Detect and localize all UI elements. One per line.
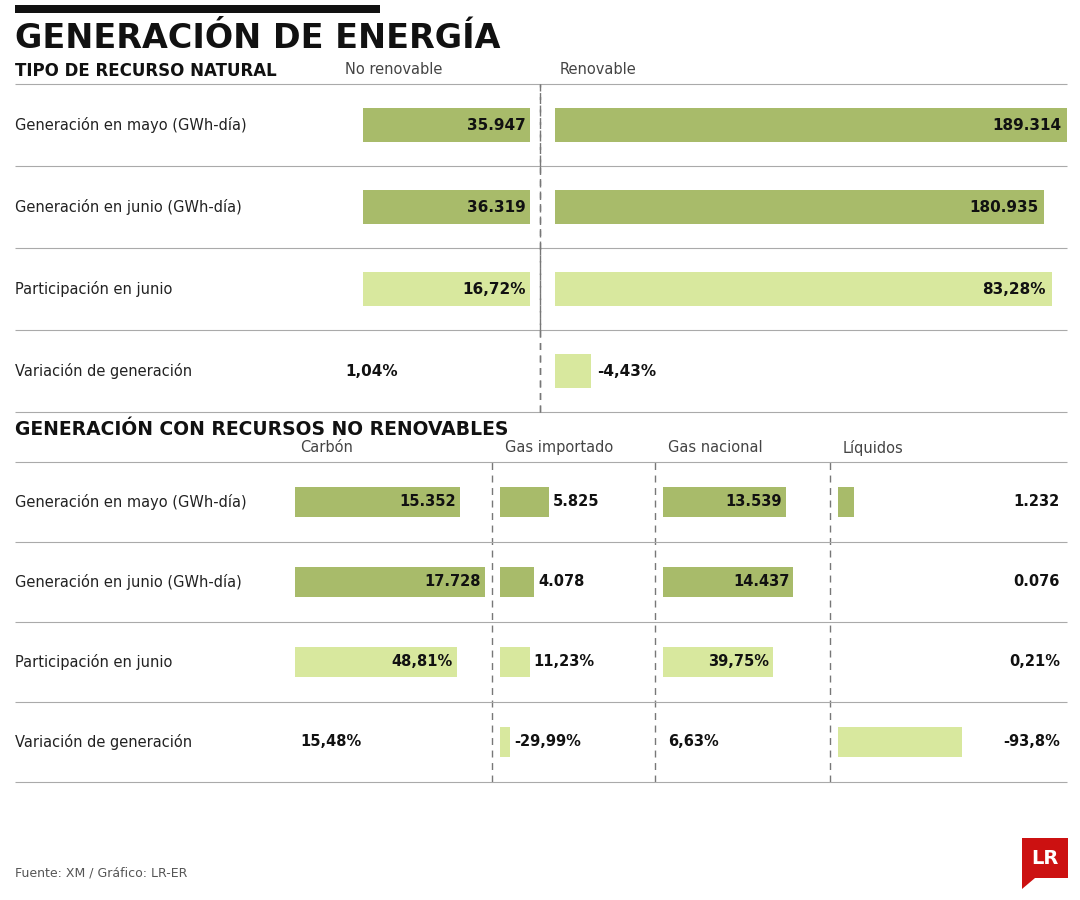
Text: No renovable: No renovable: [345, 62, 443, 77]
Text: 48,81%: 48,81%: [391, 654, 453, 670]
Text: Carbón: Carbón: [300, 440, 353, 455]
Bar: [363, 108, 530, 142]
Bar: [295, 487, 460, 517]
Text: Generación en mayo (GWh-día): Generación en mayo (GWh-día): [15, 494, 246, 510]
Text: Generación en junio (GWh-día): Generación en junio (GWh-día): [15, 199, 242, 215]
Text: Gas importado: Gas importado: [505, 440, 613, 455]
Bar: [363, 272, 530, 306]
Text: Participación en junio: Participación en junio: [15, 654, 173, 670]
Text: 83,28%: 83,28%: [982, 282, 1045, 296]
Text: 4.078: 4.078: [538, 574, 584, 590]
Text: Variación de generación: Variación de generación: [15, 734, 192, 750]
Text: -93,8%: -93,8%: [1003, 734, 1059, 750]
Text: Generación en mayo (GWh-día): Generación en mayo (GWh-día): [15, 117, 246, 133]
Bar: [295, 647, 457, 677]
Polygon shape: [1022, 878, 1035, 889]
Text: Participación en junio: Participación en junio: [15, 281, 173, 297]
Text: 0,21%: 0,21%: [1009, 654, 1059, 670]
Text: Renovable: Renovable: [561, 62, 637, 77]
Bar: [838, 727, 962, 757]
Bar: [663, 487, 786, 517]
Text: 5.825: 5.825: [553, 494, 599, 509]
Bar: [500, 487, 549, 517]
Text: 15.352: 15.352: [400, 494, 457, 509]
Bar: [555, 108, 1067, 142]
Text: LR: LR: [1031, 849, 1058, 868]
Text: 39,75%: 39,75%: [708, 654, 769, 670]
Text: 1,04%: 1,04%: [345, 364, 397, 379]
Text: 35.947: 35.947: [468, 118, 526, 132]
Text: -29,99%: -29,99%: [514, 734, 581, 750]
Text: 13.539: 13.539: [726, 494, 782, 509]
Bar: [663, 647, 773, 677]
Text: 16,72%: 16,72%: [462, 282, 526, 296]
Text: 180.935: 180.935: [969, 200, 1039, 214]
Bar: [555, 354, 591, 388]
Text: GENERACIÓN DE ENERGÍA: GENERACIÓN DE ENERGÍA: [15, 22, 500, 55]
Text: -4,43%: -4,43%: [597, 364, 656, 379]
Text: 6,63%: 6,63%: [669, 734, 719, 750]
Bar: [500, 567, 534, 597]
Text: 17.728: 17.728: [424, 574, 481, 590]
Text: Generación en junio (GWh-día): Generación en junio (GWh-día): [15, 574, 242, 590]
Text: Líquidos: Líquidos: [843, 440, 904, 456]
Bar: [500, 647, 529, 677]
Text: 15,48%: 15,48%: [300, 734, 361, 750]
Bar: [555, 272, 1052, 306]
Bar: [555, 190, 1044, 224]
Text: 11,23%: 11,23%: [534, 654, 595, 670]
Bar: [363, 190, 530, 224]
Text: 0.076: 0.076: [1014, 574, 1059, 590]
Bar: [838, 487, 854, 517]
Text: TIPO DE RECURSO NATURAL: TIPO DE RECURSO NATURAL: [15, 62, 276, 80]
Text: Fuente: XM / Gráfico: LR-ER: Fuente: XM / Gráfico: LR-ER: [15, 867, 187, 880]
Bar: [663, 567, 794, 597]
Bar: [15, 5, 380, 13]
Bar: [295, 567, 485, 597]
Text: 189.314: 189.314: [991, 118, 1061, 132]
Text: 1.232: 1.232: [1014, 494, 1059, 509]
Bar: [1022, 838, 1068, 878]
Text: Variación de generación: Variación de generación: [15, 363, 192, 379]
Bar: [500, 727, 511, 757]
Text: 14.437: 14.437: [733, 574, 789, 590]
Text: Gas nacional: Gas nacional: [669, 440, 762, 455]
Text: GENERACIÓN CON RECURSOS NO RENOVABLES: GENERACIÓN CON RECURSOS NO RENOVABLES: [15, 420, 509, 439]
Text: 36.319: 36.319: [468, 200, 526, 214]
